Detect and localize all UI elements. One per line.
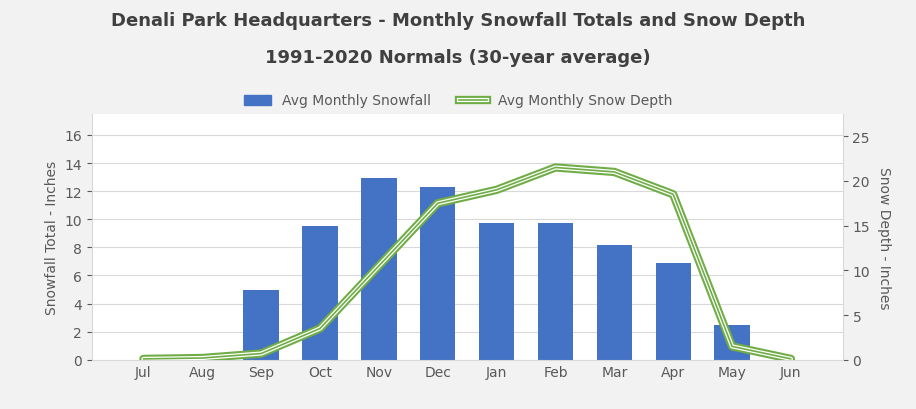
Text: Denali Park Headquarters - Monthly Snowfall Totals and Snow Depth: Denali Park Headquarters - Monthly Snowf… <box>111 12 805 30</box>
Bar <box>714 325 749 360</box>
Y-axis label: Snow Depth - Inches: Snow Depth - Inches <box>877 166 891 308</box>
Bar <box>656 263 691 360</box>
Bar <box>479 224 514 360</box>
Y-axis label: Snowfall Total - Inches: Snowfall Total - Inches <box>45 160 59 314</box>
Bar <box>420 187 455 360</box>
Bar <box>596 245 632 360</box>
Bar <box>302 227 338 360</box>
Text: 1991-2020 Normals (30-year average): 1991-2020 Normals (30-year average) <box>266 49 650 67</box>
Legend: Avg Monthly Snowfall, Avg Monthly Snow Depth: Avg Monthly Snowfall, Avg Monthly Snow D… <box>238 89 678 114</box>
Bar <box>244 290 278 360</box>
Bar <box>361 179 397 360</box>
Bar <box>538 224 573 360</box>
